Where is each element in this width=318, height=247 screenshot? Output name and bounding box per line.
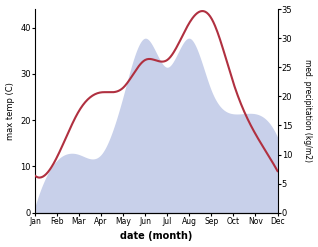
Y-axis label: med. precipitation (kg/m2): med. precipitation (kg/m2): [303, 59, 313, 162]
Y-axis label: max temp (C): max temp (C): [5, 82, 15, 140]
X-axis label: date (month): date (month): [120, 231, 192, 242]
